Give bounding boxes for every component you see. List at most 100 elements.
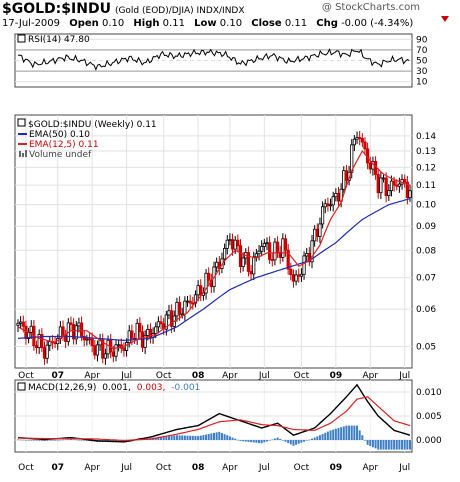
macd-histogram-bar bbox=[167, 436, 170, 440]
price-bar-body bbox=[297, 274, 301, 277]
rsi-line bbox=[17, 48, 410, 71]
price-bar-body bbox=[177, 301, 182, 315]
price-bar-body bbox=[199, 285, 203, 296]
price-bar-body bbox=[291, 274, 296, 282]
macd-histogram-bar bbox=[268, 440, 271, 441]
price-bar-body bbox=[246, 252, 251, 272]
macd-histogram-bar bbox=[321, 434, 324, 440]
macd-histogram-bar bbox=[348, 425, 351, 440]
price-bar-body bbox=[79, 322, 84, 337]
chg-label: Chg bbox=[316, 18, 338, 29]
macd-histogram-bar bbox=[38, 440, 41, 441]
price-bar-body bbox=[114, 344, 118, 357]
ema50-line bbox=[17, 198, 411, 342]
price-bar-body bbox=[310, 240, 314, 263]
macd-histogram-bar bbox=[273, 438, 276, 440]
price-bar-body bbox=[85, 338, 89, 341]
macd-legend-hist: -0.001 bbox=[171, 383, 200, 393]
macd-histogram-bar bbox=[342, 426, 345, 440]
rsi-tick-label: 30 bbox=[416, 67, 428, 77]
macd-histogram-bar bbox=[236, 439, 239, 441]
price-bar-body bbox=[368, 162, 372, 170]
close-value: 0.11 bbox=[284, 18, 308, 29]
macd-histogram-bar bbox=[358, 430, 361, 440]
price-bar-body bbox=[215, 261, 219, 268]
x-tick-label: Oct bbox=[18, 463, 34, 473]
price-bar-body bbox=[262, 243, 266, 247]
chart-title: $GOLD:$INDU (Gold (EOD)/DJIA) INDX/INDX bbox=[2, 1, 245, 17]
rsi-tick-label: 10 bbox=[416, 78, 428, 88]
price-bar-body bbox=[249, 271, 253, 275]
macd-histogram-bar bbox=[374, 440, 377, 449]
macd-histogram-bar bbox=[353, 425, 356, 440]
macd-histogram-bar bbox=[311, 438, 313, 440]
x-tick-label: 09 bbox=[330, 463, 343, 473]
macd-histogram-bar bbox=[218, 431, 221, 440]
macd-legend: MACD(12,26,9) 0.001, 0.003, -0.001 bbox=[17, 382, 200, 393]
price-bar-body bbox=[183, 300, 187, 315]
x-tick-label: Jul bbox=[120, 371, 132, 381]
macd-histogram-bar bbox=[324, 432, 327, 440]
price-tick-label: 0.09 bbox=[416, 222, 436, 232]
price-bar-body bbox=[289, 268, 293, 275]
macd-histogram-bar bbox=[326, 431, 329, 440]
macd-histogram-bar bbox=[17, 439, 19, 441]
price-bar-body bbox=[106, 339, 110, 355]
price-bar-body bbox=[281, 238, 285, 258]
macd-histogram-bar bbox=[170, 435, 173, 440]
macd-histogram-bar bbox=[202, 435, 205, 440]
price-bar-body bbox=[403, 179, 407, 183]
price-bar-body bbox=[387, 190, 391, 197]
price-bar-body bbox=[294, 274, 298, 282]
price-bar-body bbox=[315, 228, 319, 237]
price-bar-body bbox=[135, 322, 139, 340]
price-bar-body bbox=[352, 138, 356, 146]
low-label: Low bbox=[194, 18, 217, 29]
macd-histogram-bar bbox=[329, 430, 332, 440]
price-bar-body bbox=[344, 170, 349, 181]
volume-legend-bar-a bbox=[19, 151, 21, 157]
macd-histogram-bar bbox=[162, 436, 165, 440]
macd-histogram-bar bbox=[54, 440, 57, 441]
macd-histogram-bar bbox=[284, 440, 287, 442]
price-bar-body bbox=[40, 334, 44, 348]
macd-histogram-bar bbox=[80, 440, 83, 441]
price-bar-body bbox=[90, 338, 94, 347]
price-bar-body bbox=[204, 272, 208, 294]
macd-histogram-bar bbox=[313, 437, 316, 440]
x-tick-label: Apr bbox=[362, 371, 378, 381]
price-bar-body bbox=[326, 203, 330, 207]
macd-histogram-bar bbox=[191, 435, 194, 440]
price-bar-body bbox=[74, 325, 78, 340]
price-bar-body bbox=[273, 241, 277, 261]
price-bar-body bbox=[313, 228, 317, 242]
macd-histogram-bar bbox=[157, 437, 160, 440]
x-tick-label: 08 bbox=[192, 371, 205, 381]
price-bar-body bbox=[228, 239, 232, 242]
price-bar-body bbox=[185, 300, 190, 303]
price-bar-body bbox=[323, 203, 327, 208]
price-tick-label: 0.13 bbox=[416, 147, 436, 157]
chg-value: -0.00 (-4.34%) bbox=[341, 18, 414, 29]
price-bar-body bbox=[159, 321, 163, 325]
price-bar-body bbox=[395, 184, 399, 187]
macd-histogram-bar bbox=[210, 433, 213, 440]
macd-legend-macd: 0.001, bbox=[102, 383, 131, 393]
symbol-description: (Gold (EOD)/DJIA) INDX/INDX bbox=[114, 6, 245, 16]
price-bar-body bbox=[124, 342, 129, 351]
symbol: $GOLD:$INDU bbox=[2, 1, 111, 17]
rsi-legend-swatch bbox=[17, 34, 26, 43]
price-bar-body bbox=[154, 326, 158, 334]
price-bar-body bbox=[29, 325, 33, 333]
price-bar-body bbox=[376, 174, 380, 194]
macd-histogram-bar bbox=[385, 440, 388, 450]
macd-legend-label: MACD(12,26,9) bbox=[28, 383, 96, 393]
price-bar-body bbox=[61, 326, 65, 336]
x-axis-macd: Oct 07 Apr Jul Oct 08 Apr Jul Oct 09 Apr Jul bbox=[18, 463, 410, 473]
high-label: High bbox=[133, 18, 160, 29]
macd-histogram-bar bbox=[281, 440, 284, 441]
price-bar-body bbox=[222, 248, 227, 260]
macd-histogram-bar bbox=[183, 435, 186, 440]
macd-histogram-bar bbox=[72, 439, 75, 440]
x-tick-label: Oct bbox=[294, 371, 310, 381]
